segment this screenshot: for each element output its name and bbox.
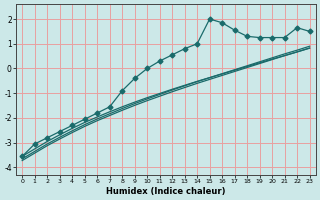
X-axis label: Humidex (Indice chaleur): Humidex (Indice chaleur) xyxy=(106,187,226,196)
